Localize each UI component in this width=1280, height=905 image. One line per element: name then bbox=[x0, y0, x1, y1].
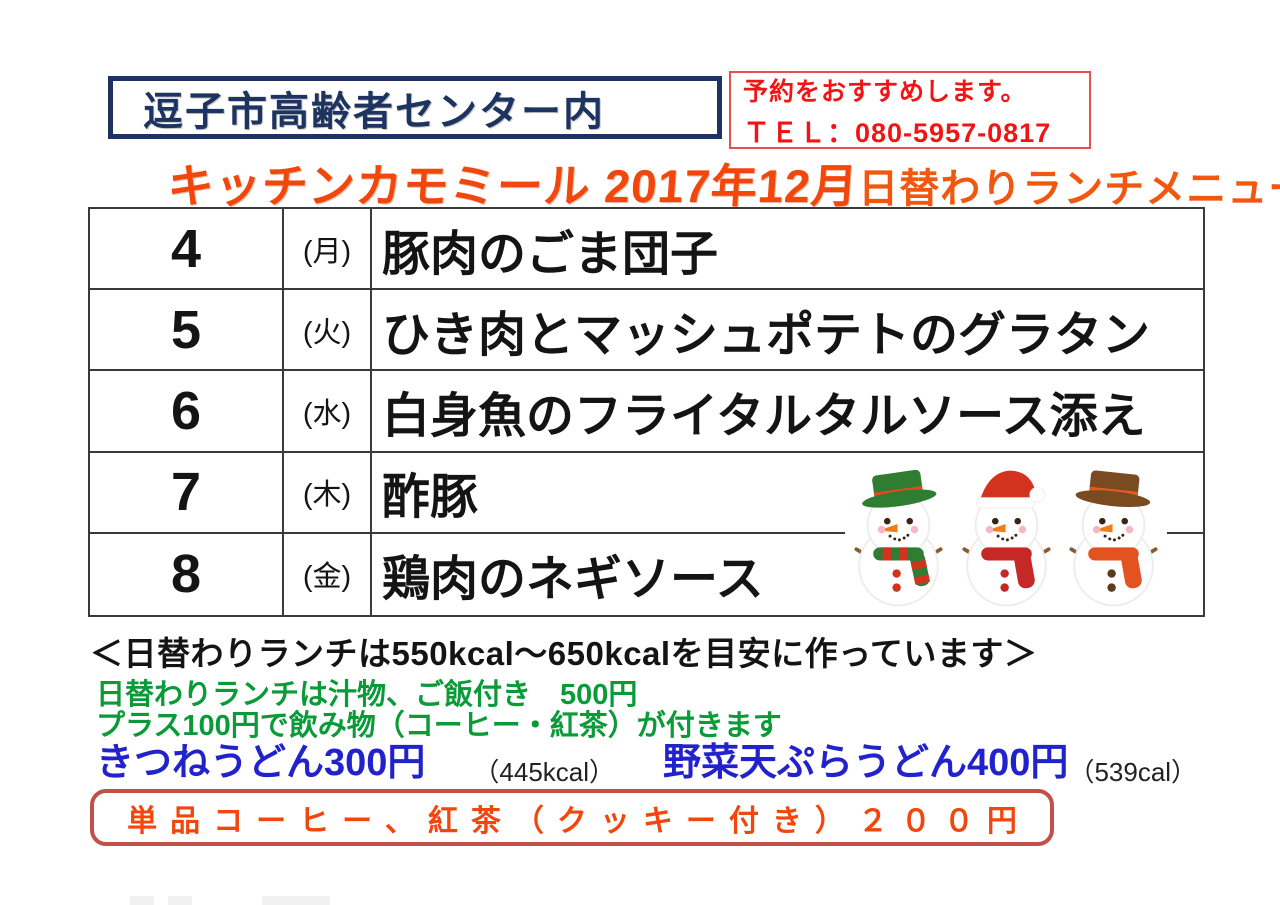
menu-dish: 白身魚のフライタルタルソース添え bbox=[382, 389, 1146, 443]
menu-dish: ひき肉とマッシュポテトのグラタン bbox=[382, 308, 1151, 362]
snowman-brown-hat-icon bbox=[1069, 470, 1158, 607]
reservation-box: 予約をおすすめします。 ＴＥＬ：080-5957-0817 bbox=[729, 71, 1091, 149]
snowman-santa-hat-icon bbox=[961, 470, 1051, 607]
drink-option-note: プラス100円で飲み物（コーヒー・紅茶）が付きます bbox=[96, 710, 782, 742]
table-row: 8 (金) 鶏肉のネギソース bbox=[90, 533, 1203, 615]
menu-weekday: (水) bbox=[284, 371, 372, 451]
table-row: 7 (木) 酢豚 bbox=[90, 452, 1203, 534]
location-title-box: 逗子市高齢者センター内 bbox=[108, 76, 722, 139]
udon-price-line: きつねうどん300円 （445kcal） 野菜天ぷらうどん400円 （539ca… bbox=[96, 731, 1198, 787]
menu-dish: 鶏肉のネギソース bbox=[382, 553, 764, 607]
coffee-price-text: 単品コーヒー、紅茶（クッキー付き）２００円 bbox=[127, 804, 1030, 838]
menu-weekday: (月) bbox=[284, 209, 372, 289]
calorie-guideline-note: ＜日替わりランチは550kcal～650kcalを目安に作っています＞ bbox=[90, 635, 1038, 672]
menu-date: 6 bbox=[90, 371, 284, 451]
kitsune-udon-calories: （445kcal） bbox=[473, 757, 616, 787]
page-bottom-cutoff-artifact bbox=[130, 896, 350, 905]
menu-weekday: (火) bbox=[284, 290, 372, 370]
tempura-udon-price: 野菜天ぷらうどん400円 bbox=[663, 742, 1069, 784]
reservation-phone: ＴＥＬ：080-5957-0817 bbox=[743, 118, 1052, 148]
snowmen-illustration bbox=[845, 457, 1167, 614]
reservation-note: 予約をおすすめします。 bbox=[743, 78, 1027, 106]
menu-dish: 豚肉のごま団子 bbox=[382, 227, 719, 281]
coffee-price-box: 単品コーヒー、紅茶（クッキー付き）２００円 bbox=[90, 789, 1054, 846]
menu-dish: 酢豚 bbox=[382, 471, 479, 525]
daily-lunch-table: 4 (月) 豚肉のごま団子 5 (火) ひき肉とマッシュポテトのグラタン 6 (… bbox=[88, 207, 1205, 617]
page-title: キッチンカモミール 2017年12月 日替わりランチメニュー bbox=[166, 150, 1280, 212]
snowman-green-hat-icon bbox=[854, 469, 943, 607]
location-title: 逗子市高齢者センター内 bbox=[143, 89, 605, 134]
menu-weekday: (木) bbox=[284, 452, 372, 532]
table-row: 6 (水) 白身魚のフライタルタルソース添え bbox=[90, 371, 1203, 453]
kitsune-udon-price: きつねうどん300円 bbox=[96, 742, 426, 784]
menu-date: 5 bbox=[90, 290, 284, 370]
table-row: 5 (火) ひき肉とマッシュポテトのグラタン bbox=[90, 290, 1203, 372]
tempura-udon-calories: （539cal） bbox=[1068, 757, 1198, 787]
table-row: 4 (月) 豚肉のごま団子 bbox=[90, 209, 1203, 291]
menu-date: 8 bbox=[90, 533, 284, 615]
page-title-sub: 日替わりランチメニュー bbox=[858, 167, 1280, 211]
menu-date: 4 bbox=[90, 209, 284, 289]
lunch-price-note: 日替わりランチは汁物、ご飯付き 500円 bbox=[96, 679, 638, 711]
menu-weekday: (金) bbox=[284, 533, 372, 615]
menu-date: 7 bbox=[90, 452, 284, 532]
